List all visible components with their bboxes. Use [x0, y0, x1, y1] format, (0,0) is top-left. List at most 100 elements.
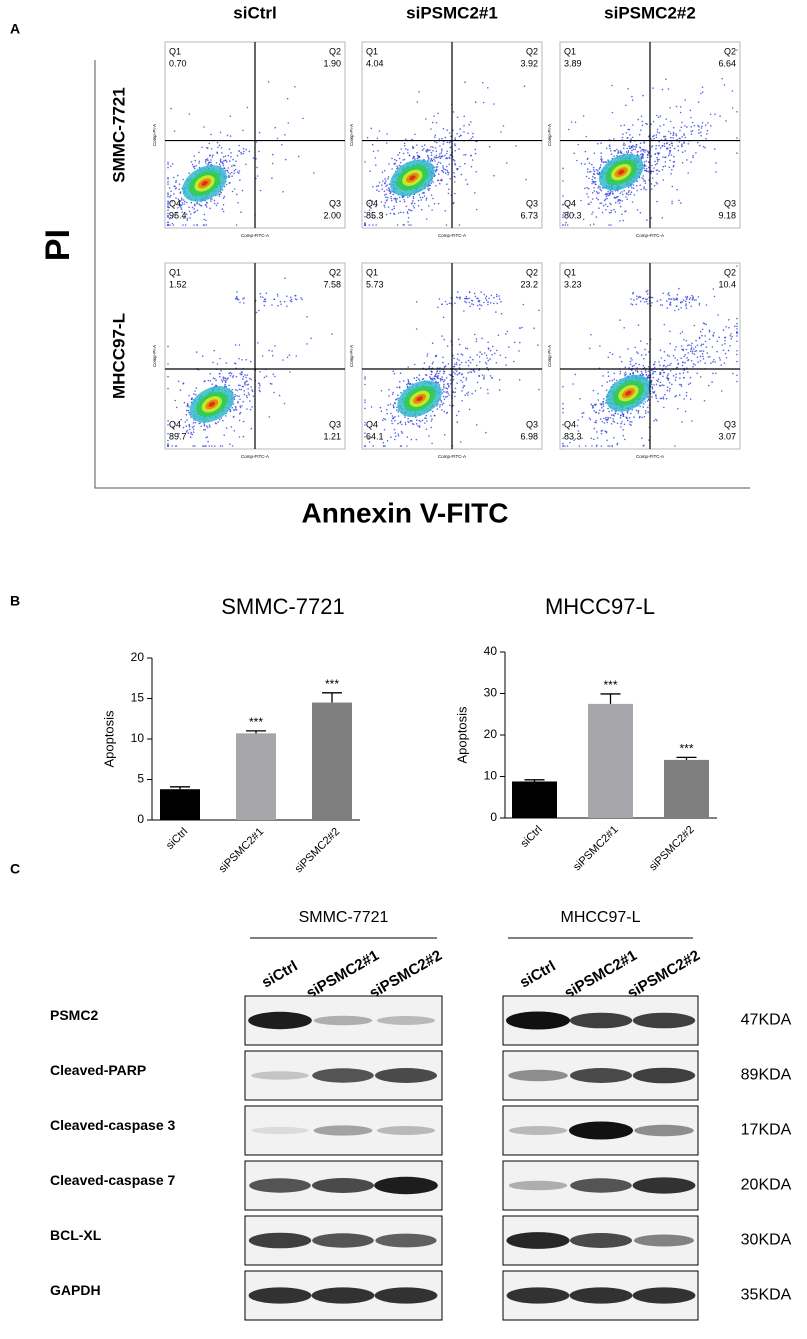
event-dot — [672, 165, 675, 168]
event-dot — [230, 426, 233, 428]
event-dot — [660, 357, 663, 359]
event-dot — [460, 353, 463, 355]
event-dot — [231, 445, 234, 447]
event-dot — [616, 422, 619, 425]
event-dot — [193, 393, 195, 395]
event-dot — [704, 124, 707, 126]
event-dot — [386, 189, 388, 191]
event-dot — [409, 383, 412, 385]
event-dot — [658, 361, 660, 363]
event-dot — [645, 290, 648, 293]
event-dot — [591, 163, 593, 166]
event-dot — [685, 307, 688, 310]
event-dot — [670, 172, 672, 175]
event-dot — [258, 309, 260, 312]
event-dot — [439, 145, 441, 147]
event-dot — [218, 195, 221, 197]
event-dot — [203, 218, 205, 221]
event-dot — [443, 379, 446, 381]
event-dot — [431, 159, 434, 162]
event-dot — [302, 117, 304, 120]
event-dot — [653, 384, 655, 386]
event-dot — [635, 303, 638, 306]
event-dot — [632, 291, 634, 294]
event-dot — [724, 336, 727, 339]
event-dot — [643, 142, 646, 144]
event-dot — [376, 189, 378, 191]
y-tick-label: 10 — [484, 769, 498, 783]
event-dot — [665, 397, 668, 400]
event-dot — [224, 383, 226, 386]
event-dot — [646, 153, 649, 156]
event-dot — [689, 297, 692, 299]
quadrant-value: 1.21 — [323, 431, 341, 441]
event-dot — [647, 406, 649, 409]
event-dot — [396, 224, 399, 226]
event-dot — [636, 180, 638, 183]
event-dot — [700, 350, 703, 352]
event-dot — [383, 428, 386, 431]
event-dot — [421, 192, 424, 194]
event-dot — [590, 403, 593, 406]
event-dot — [636, 189, 638, 192]
event-dot — [593, 427, 596, 430]
event-dot — [223, 185, 226, 188]
event-dot — [653, 137, 655, 140]
event-dot — [608, 212, 611, 214]
event-dot — [204, 380, 206, 382]
event-dot — [436, 163, 439, 165]
event-dot — [452, 158, 455, 161]
event-dot — [396, 198, 398, 200]
event-dot — [630, 412, 632, 415]
event-dot — [239, 372, 241, 375]
event-dot — [447, 173, 449, 176]
event-dot — [480, 387, 482, 389]
quadrant-name: Q1 — [564, 267, 576, 277]
event-dot — [464, 300, 466, 303]
event-dot — [611, 191, 614, 193]
event-dot — [464, 394, 467, 397]
event-dot — [235, 406, 237, 409]
event-dot — [220, 417, 223, 419]
event-dot — [393, 207, 396, 210]
event-dot — [190, 201, 193, 204]
event-dot — [407, 216, 410, 219]
event-dot — [704, 340, 707, 343]
event-dot — [609, 445, 611, 447]
event-dot — [639, 405, 641, 408]
event-dot — [630, 424, 632, 427]
event-dot — [635, 143, 638, 146]
event-dot — [404, 138, 407, 140]
event-dot — [486, 357, 488, 359]
event-dot — [562, 211, 565, 214]
event-dot — [663, 135, 665, 138]
event-dot — [442, 167, 444, 169]
event-dot — [631, 421, 633, 423]
event-dot — [221, 445, 224, 447]
event-dot — [659, 397, 662, 400]
event-dot — [216, 202, 219, 205]
event-dot — [690, 348, 692, 351]
event-dot — [715, 162, 717, 164]
event-dot — [641, 124, 644, 127]
event-dot — [425, 118, 427, 120]
event-dot — [650, 188, 653, 190]
event-dot — [167, 443, 169, 445]
event-dot — [198, 151, 200, 154]
event-dot — [707, 122, 709, 124]
event-dot — [679, 372, 681, 375]
event-dot — [381, 171, 384, 173]
event-dot — [656, 182, 659, 185]
event-dot — [431, 442, 433, 445]
event-dot — [677, 149, 680, 152]
event-dot — [616, 442, 619, 445]
protein-size: 17KDA — [741, 1122, 792, 1139]
event-dot — [445, 152, 448, 155]
quadrant-name: Q4 — [169, 419, 181, 429]
event-dot — [310, 337, 312, 340]
event-dot — [467, 359, 470, 362]
event-dot — [454, 363, 456, 366]
event-dot — [505, 333, 507, 335]
event-dot — [193, 155, 196, 157]
event-dot — [650, 381, 653, 384]
